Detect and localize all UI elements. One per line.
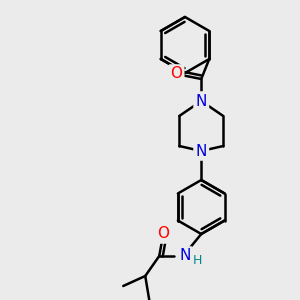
Text: N: N xyxy=(196,94,207,109)
Text: N: N xyxy=(180,248,191,263)
Text: N: N xyxy=(196,143,207,158)
Text: O: O xyxy=(157,226,169,242)
Text: H: H xyxy=(193,254,202,266)
Text: O: O xyxy=(170,67,182,82)
